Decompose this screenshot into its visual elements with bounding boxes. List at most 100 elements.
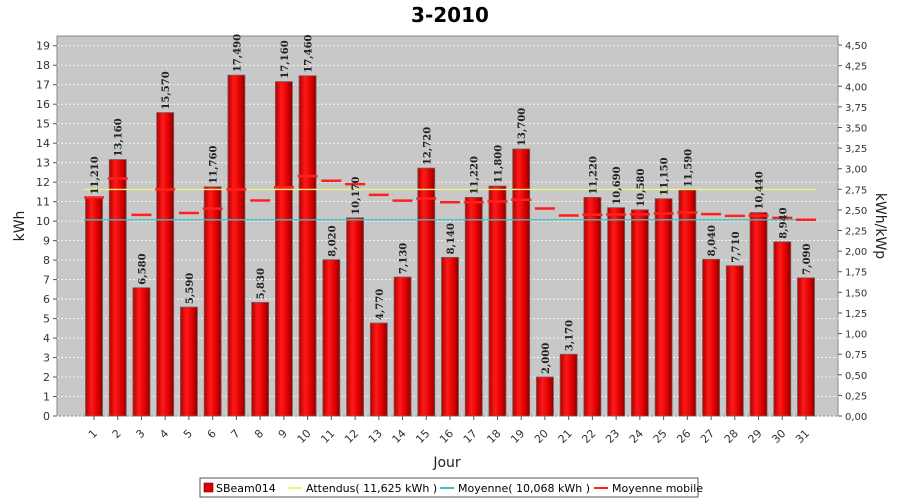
data-label: 11,590	[683, 149, 694, 187]
bar	[488, 185, 507, 417]
bar	[274, 81, 293, 417]
data-label: 4,770	[375, 289, 386, 320]
x-tick-label: 23	[603, 427, 622, 446]
y2-tick-label: 0,50	[845, 371, 867, 382]
x-tick-label: 1	[86, 427, 100, 441]
bar	[180, 306, 198, 417]
data-label: 11,210	[90, 156, 101, 194]
y-tick-label: 6	[43, 293, 50, 306]
bar	[536, 376, 554, 417]
legend: SBeam014 Attendus( 11,625 kWh ) Moyenne( 1…	[199, 477, 703, 498]
bar	[298, 75, 317, 417]
x-tick-label: 14	[390, 427, 409, 446]
data-label: 10,580	[636, 169, 647, 207]
x-tick-label: 2	[110, 427, 124, 441]
x-tick-label: 24	[627, 427, 646, 446]
y-tick-label: 13	[36, 157, 50, 170]
data-label: 5,590	[185, 273, 196, 304]
y2-tick-label: 3,25	[845, 144, 867, 155]
y2-tick-label: 1,75	[845, 268, 867, 279]
data-label: 11,760	[209, 146, 220, 184]
legend-label: Moyenne( 10,068 kWh )	[458, 482, 590, 495]
data-label: 3,170	[565, 320, 576, 351]
data-label: 17,490	[232, 34, 243, 72]
bar	[108, 159, 127, 417]
x-tick-label: 28	[722, 427, 741, 446]
x-tick-label: 12	[342, 427, 361, 446]
data-label: 10,440	[755, 171, 766, 209]
y2-tick-label: 4,00	[845, 82, 867, 93]
y2-tick-label: 0,25	[845, 391, 867, 402]
y-tick-label: 1	[43, 391, 50, 404]
y-tick-label: 10	[36, 215, 50, 228]
x-tick-label: 26	[674, 427, 693, 446]
data-label: 13,700	[517, 108, 528, 146]
data-label: 5,830	[256, 268, 267, 299]
bar	[678, 189, 697, 417]
x-tick-label: 25	[651, 427, 670, 446]
x-tick-label: 3	[133, 427, 147, 441]
data-label: 12,720	[422, 127, 433, 165]
data-label: 7,090	[802, 243, 813, 274]
reference-lines	[84, 188, 816, 221]
data-label: 6,580	[137, 253, 148, 284]
x-tick-label: 7	[228, 427, 242, 441]
bar	[797, 277, 815, 417]
moving-average-dashes	[84, 174, 816, 222]
y-tick-label: 14	[36, 137, 50, 150]
y-tick-label: 2	[43, 371, 50, 384]
data-label: 13,160	[114, 118, 125, 156]
y2-tick-label: 1,00	[845, 330, 867, 341]
data-label: 17,460	[304, 34, 315, 72]
bar	[203, 186, 222, 417]
y2-tick-label: 4,25	[845, 62, 867, 73]
y-tick-label: 9	[43, 235, 50, 248]
x-axis: 1 2 3 4 5 6 7 8 9 10 11 12 13 14 15 16 17 18 19 20 21 22 23 24 2…	[86, 416, 812, 446]
x-tick-label: 31	[793, 427, 812, 446]
x-tick-label: 11	[318, 427, 337, 446]
y2-tick-label: 4,50	[845, 41, 867, 52]
x-tick-label: 21	[556, 427, 575, 446]
y2-tick-label: 1,25	[845, 309, 867, 320]
bar	[156, 112, 175, 417]
y2-tick-label: 3,75	[845, 103, 867, 114]
legend-swatch	[203, 482, 214, 493]
bar	[322, 259, 341, 417]
data-label: 15,570	[161, 71, 172, 109]
y-axis-right: 0,00 0,25 0,50 0,75 1,00 1,25 1,50 1,75 2,00 2,25…	[838, 41, 867, 423]
x-tick-label: 8	[252, 427, 266, 441]
bar	[441, 256, 459, 417]
y-axis-title: kWh	[12, 211, 28, 242]
y-tick-label: 15	[36, 118, 50, 131]
data-label: 10,690	[612, 166, 623, 204]
x-tick-label: 15	[413, 427, 432, 446]
bar	[85, 197, 103, 417]
y-tick-label: 18	[36, 59, 50, 72]
data-label: 8,020	[327, 225, 338, 256]
data-label: 10,170	[351, 177, 362, 215]
data-label: 11,220	[588, 156, 599, 194]
x-tick-label: 29	[746, 427, 765, 446]
data-label: 17,160	[280, 40, 291, 78]
y2-tick-label: 2,75	[845, 185, 867, 196]
bar	[251, 301, 270, 417]
y2-axis-title: kWh/kWp	[872, 193, 888, 259]
x-tick-label: 10	[295, 427, 314, 446]
y2-tick-label: 2,50	[845, 206, 867, 217]
y2-tick-label: 3,00	[845, 165, 867, 176]
y2-tick-label: 2,25	[845, 227, 867, 238]
y2-tick-label: 3,50	[845, 123, 867, 134]
x-tick-label: 4	[157, 427, 171, 441]
data-label: 7,710	[731, 231, 742, 262]
bar	[630, 209, 649, 417]
x-tick-label: 22	[579, 427, 598, 446]
bar	[702, 258, 720, 417]
y-tick-label: 3	[43, 352, 50, 365]
y-tick-label: 17	[36, 79, 50, 92]
x-tick-label: 30	[769, 427, 788, 446]
bar	[346, 217, 364, 417]
x-tick-label: 9	[276, 427, 290, 441]
bar	[749, 212, 768, 417]
